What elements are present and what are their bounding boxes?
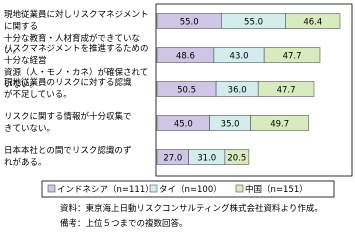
remark-note: 備考：上位５つまでの複数回答。 bbox=[60, 219, 188, 229]
bar-segment bbox=[250, 115, 310, 131]
bar-segment bbox=[224, 149, 250, 165]
legend-label: 中国（n=151） bbox=[245, 184, 308, 195]
value-label: 43.0 bbox=[230, 52, 249, 62]
legend-swatch bbox=[149, 184, 158, 193]
chart: 55.0 55.0 46.4 48.6 43.0 47.7 50.5 36.0 47.7 45.0… bbox=[41, 3, 353, 198]
legend-swatch bbox=[47, 184, 56, 193]
page: 55.0 55.0 46.4 48.6 43.0 47.7 50.5 36.0 47.7 45.0… bbox=[4, 3, 353, 229]
legend-label: インドネシア（n=111） bbox=[57, 184, 154, 195]
bar-segment bbox=[285, 13, 341, 29]
value-label: 31.0 bbox=[197, 154, 216, 164]
value-label: 49.7 bbox=[270, 120, 289, 130]
value-label: 46.4 bbox=[303, 18, 322, 28]
bar-segment bbox=[263, 47, 321, 63]
value-label: 36.0 bbox=[228, 86, 247, 96]
category-label: 日本本社との間でリスク認識のず れがある。 bbox=[4, 146, 132, 168]
value-label: 27.0 bbox=[163, 154, 182, 164]
category-label: 現地従業員のリスクに対する認識 が不足している。 bbox=[4, 78, 132, 100]
plot-frame bbox=[155, 3, 353, 177]
value-label: 35.0 bbox=[221, 120, 240, 130]
value-label: 50.5 bbox=[177, 86, 196, 96]
category-label: リスクマネジメントを推進するための十分な経営 資源（人・モノ・カネ）が確保されて… bbox=[4, 44, 149, 90]
legend-label: タイ（n=100） bbox=[159, 184, 222, 195]
category-label: リスクに関する情報が十分収集で きていない。 bbox=[4, 112, 132, 134]
value-label: 47.7 bbox=[283, 52, 302, 62]
bar-segment bbox=[257, 81, 315, 97]
legend-frame bbox=[41, 180, 335, 198]
legend-swatch bbox=[235, 184, 244, 193]
category-label: 現地従業員に対しリスクマネジメントに関する 十分な教育・人材育成ができていない。 bbox=[4, 10, 149, 56]
value-label: 47.7 bbox=[277, 86, 296, 96]
value-label: 55.0 bbox=[244, 18, 263, 28]
source-note: 資料：東京海上日動リスクコンサルティング株式会社資料より作成。 bbox=[60, 204, 323, 214]
value-label: 45.0 bbox=[174, 120, 193, 130]
value-label: 48.6 bbox=[176, 52, 195, 62]
value-label: 55.0 bbox=[180, 18, 199, 28]
value-label: 20.5 bbox=[227, 154, 246, 164]
